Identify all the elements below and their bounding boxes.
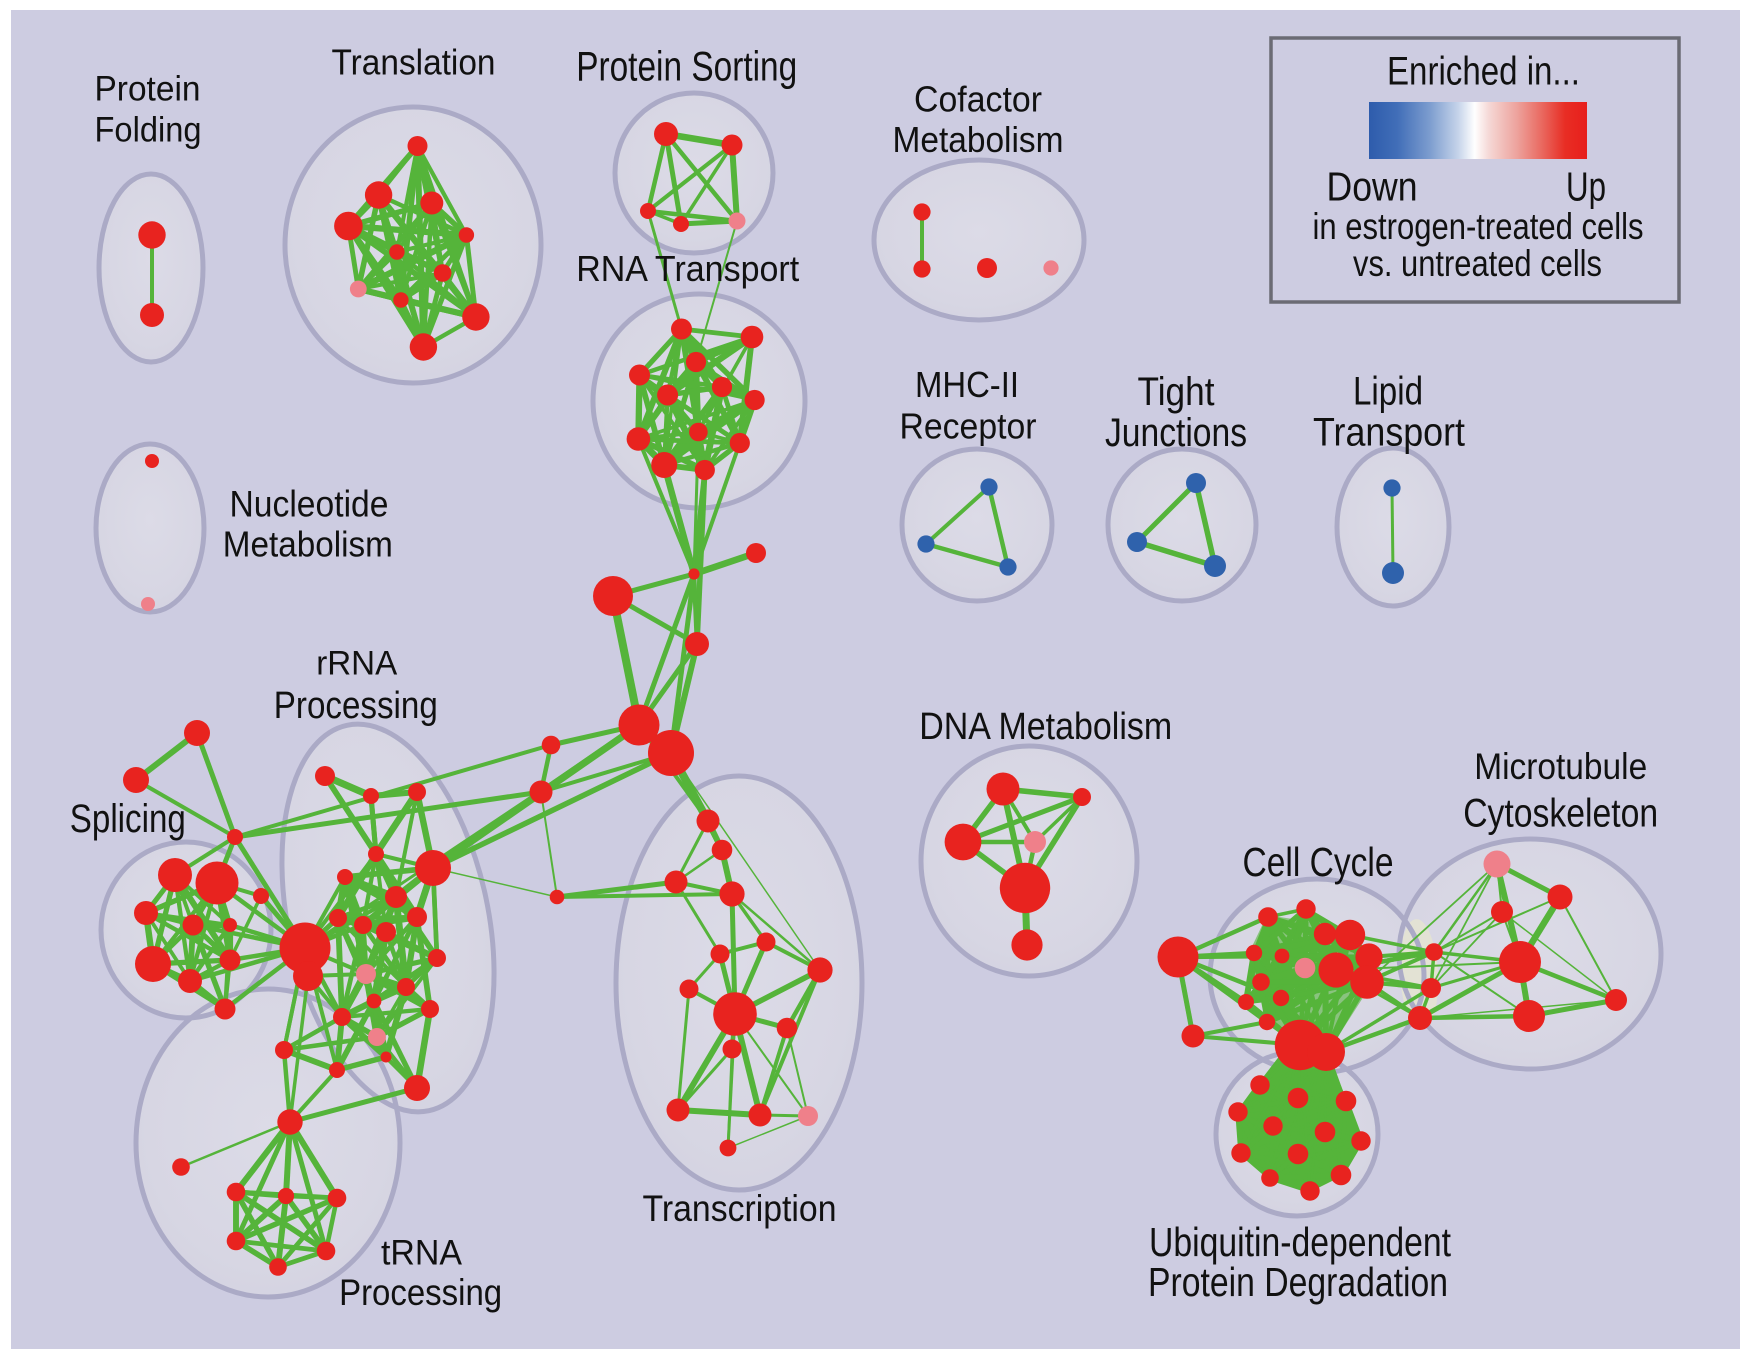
svg-text:Lipid: Lipid <box>1353 369 1423 413</box>
svg-text:Translation: Translation <box>332 42 496 83</box>
svg-text:in estrogen-treated cells: in estrogen-treated cells <box>1313 206 1644 247</box>
svg-text:Metabolism: Metabolism <box>223 524 393 565</box>
svg-text:Microtubule: Microtubule <box>1474 746 1647 787</box>
svg-text:RNA Transport: RNA Transport <box>576 248 799 289</box>
svg-text:Processing: Processing <box>274 685 438 727</box>
svg-text:Tight: Tight <box>1138 370 1215 414</box>
svg-text:Cell Cycle: Cell Cycle <box>1243 839 1394 885</box>
svg-text:Up: Up <box>1566 164 1606 210</box>
svg-text:MHC-II: MHC-II <box>915 364 1019 405</box>
svg-text:Protein Degradation: Protein Degradation <box>1148 1259 1448 1305</box>
svg-text:Junctions: Junctions <box>1105 411 1247 455</box>
svg-text:Down: Down <box>1327 164 1418 210</box>
svg-text:Nucleotide: Nucleotide <box>230 484 389 525</box>
svg-text:Transcription: Transcription <box>643 1188 837 1229</box>
svg-text:Protein: Protein <box>95 70 201 109</box>
svg-text:Protein Sorting: Protein Sorting <box>576 43 797 90</box>
svg-text:Splicing: Splicing <box>70 797 186 841</box>
svg-text:Processing: Processing <box>339 1272 502 1313</box>
svg-text:Metabolism: Metabolism <box>893 119 1064 160</box>
svg-text:Transport: Transport <box>1313 410 1465 454</box>
svg-text:Folding: Folding <box>95 111 202 150</box>
svg-text:vs. untreated cells: vs. untreated cells <box>1353 243 1602 284</box>
svg-text:Cofactor: Cofactor <box>914 78 1042 119</box>
svg-text:Cytoskeleton: Cytoskeleton <box>1463 792 1658 836</box>
svg-text:Receptor: Receptor <box>900 405 1037 446</box>
svg-text:DNA Metabolism: DNA Metabolism <box>919 706 1172 748</box>
svg-text:rRNA: rRNA <box>316 645 397 683</box>
svg-text:Ubiquitin-dependent: Ubiquitin-dependent <box>1149 1219 1451 1265</box>
svg-text:Enriched in...: Enriched in... <box>1387 50 1580 94</box>
svg-text:tRNA: tRNA <box>381 1234 463 1273</box>
